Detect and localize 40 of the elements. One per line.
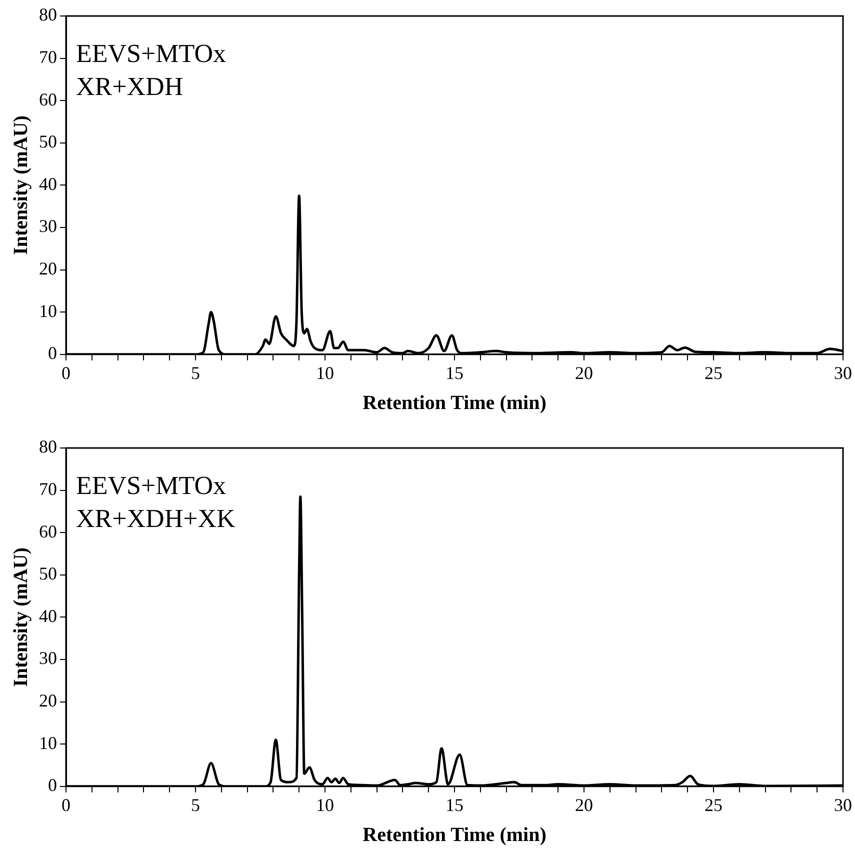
x-tick-label: 25 — [704, 794, 722, 815]
y-tick-label: 80 — [39, 4, 57, 25]
x-tick-label: 5 — [191, 362, 200, 383]
annotation: XR+XDH — [76, 72, 184, 101]
x-axis-title: Retention Time (min) — [362, 824, 546, 846]
x-tick-label: 15 — [446, 794, 464, 815]
x-tick-label: 30 — [834, 794, 852, 815]
y-tick-label: 80 — [39, 436, 57, 457]
y-tick-label: 50 — [39, 132, 57, 152]
y-tick-label: 10 — [39, 300, 57, 321]
x-tick-label: 30 — [834, 362, 852, 383]
y-tick-label: 60 — [39, 521, 57, 542]
y-tick-label: 70 — [39, 479, 57, 500]
annotation: EEVS+MTOx — [76, 38, 226, 68]
x-tick-label: 20 — [575, 362, 593, 383]
y-tick-label: 20 — [39, 258, 57, 279]
x-tick-label: 5 — [191, 794, 200, 815]
y-tick-label: 0 — [48, 775, 57, 796]
x-tick-label: 10 — [316, 794, 334, 815]
y-tick-label: 40 — [39, 174, 57, 194]
x-tick-label: 25 — [704, 362, 722, 383]
x-axis-title: Retention Time (min) — [362, 392, 546, 414]
x-tick-label: 10 — [316, 362, 334, 383]
y-tick-label: 70 — [39, 47, 57, 68]
x-tick-label: 0 — [62, 794, 70, 815]
annotation: XR+XDH+XK — [76, 504, 236, 533]
y-tick-label: 10 — [39, 732, 57, 753]
x-tick-label: 15 — [446, 362, 464, 383]
y-axis-title: Intensity (mAU) — [10, 115, 32, 255]
annotation: EEVS+MTOx — [76, 470, 226, 500]
y-axis-title: Intensity (mAU) — [10, 547, 32, 687]
x-tick-label: 20 — [575, 794, 593, 815]
y-tick-label: 50 — [39, 564, 57, 584]
y-tick-label: 40 — [39, 606, 57, 626]
y-tick-label: 30 — [39, 648, 57, 668]
y-tick-label: 20 — [39, 690, 57, 711]
y-tick-label: 60 — [39, 89, 57, 110]
y-tick-label: 0 — [48, 343, 57, 364]
y-tick-label: 30 — [39, 216, 57, 236]
x-tick-label: 0 — [62, 362, 70, 383]
